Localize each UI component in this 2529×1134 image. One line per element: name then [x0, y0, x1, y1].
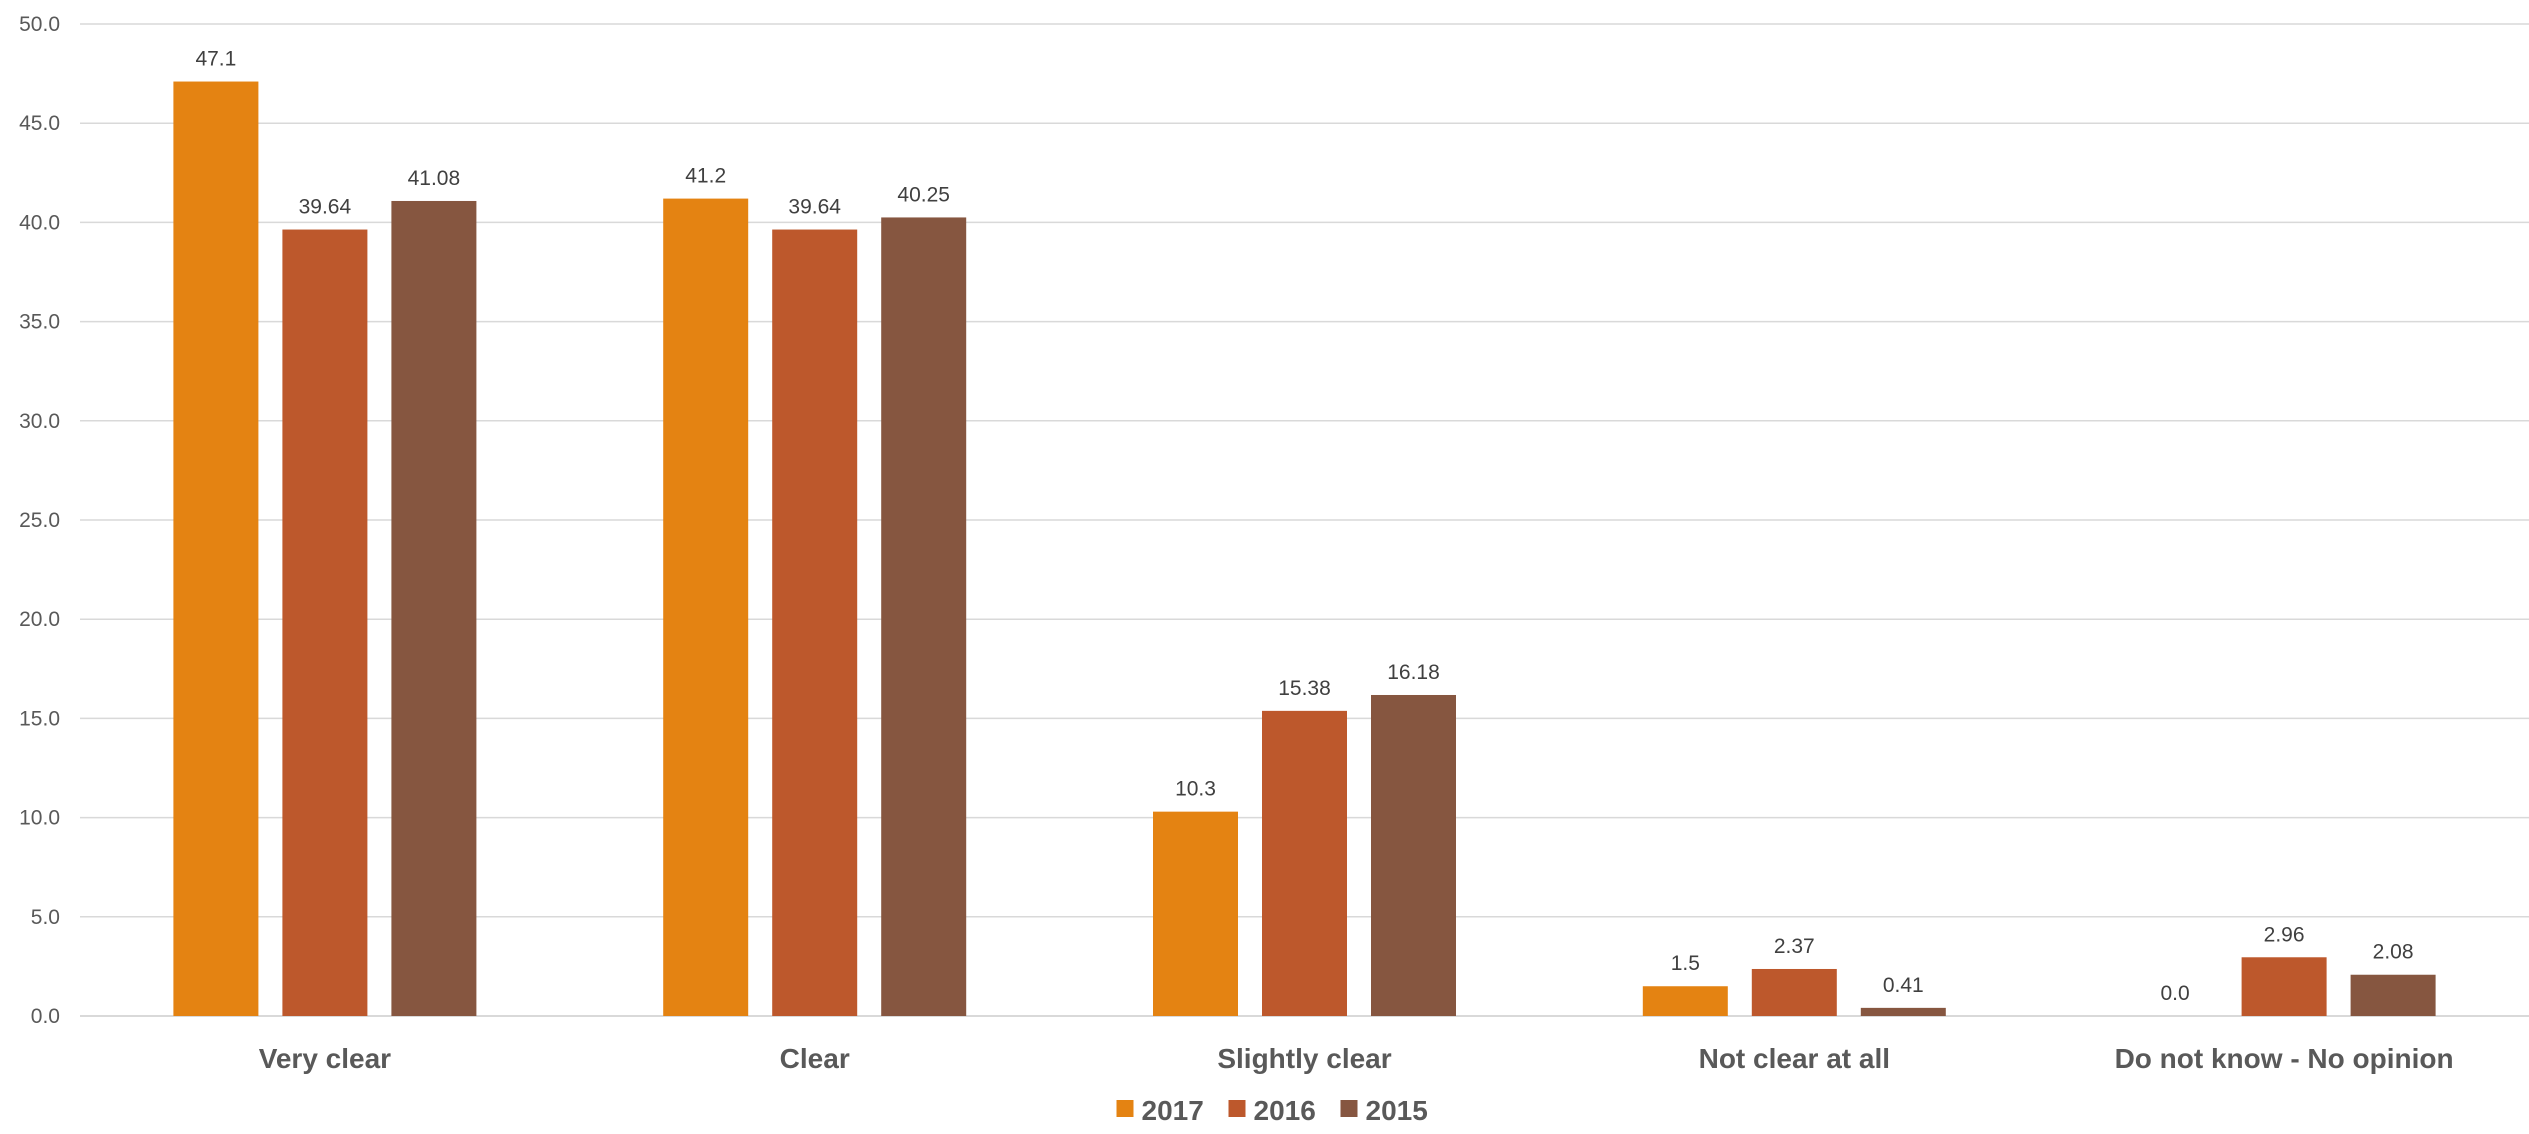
data-label: 41.2: [685, 165, 726, 188]
y-tick-label: 20.0: [19, 608, 60, 631]
bar-2015-clear: [881, 217, 967, 1016]
legend: 2017 2016 2015: [1116, 1095, 1428, 1126]
data-label: 2.08: [2373, 941, 2414, 964]
data-label: 40.25: [897, 183, 950, 206]
bar-2016-clear: [772, 229, 858, 1016]
bar-2015-slightly-clear: [1371, 694, 1456, 1016]
y-axis-tick-labels: 0.0 5.0 10.0 15.0 20.0 25.0 30.0 35.0 40.0 45.0 50…: [19, 13, 60, 1028]
data-label: 1.5: [1671, 952, 1700, 975]
bar-2017-not-clear-at-all: [1642, 986, 1728, 1016]
category-label: Not clear at all: [1699, 1043, 1890, 1074]
legend-swatch-2017: [1116, 1100, 1134, 1117]
bar-2017-slightly-clear: [1153, 811, 1238, 1016]
data-label: 16.18: [1387, 661, 1440, 684]
legend-label: 2015: [1366, 1095, 1428, 1126]
y-tick-label: 35.0: [19, 311, 60, 334]
legend-swatch-2016: [1228, 1100, 1246, 1117]
y-tick-label: 25.0: [19, 509, 60, 532]
y-tick-label: 5.0: [31, 906, 60, 929]
bar-2017-very-clear: [173, 81, 259, 1016]
bar-2015-do-not-know-no-opinion: [2350, 974, 2436, 1016]
category-label: Slightly clear: [1217, 1043, 1391, 1074]
data-label: 47.1: [195, 48, 236, 71]
legend-label: 2017: [1142, 1095, 1204, 1126]
bar-2016-very-clear: [282, 229, 368, 1016]
bar-2015-very-clear: [391, 200, 477, 1017]
data-label: 0.0: [2160, 982, 2189, 1005]
y-tick-label: 50.0: [19, 13, 60, 36]
data-label: 0.41: [1883, 974, 1924, 997]
data-labels: 47.1 39.64 41.08 41.2 39.64 40.25 10.3 15.38 16.…: [195, 48, 2413, 1005]
y-tick-label: 40.0: [19, 211, 60, 234]
bar-2016-do-not-know-no-opinion: [2241, 957, 2327, 1016]
data-label: 41.08: [408, 167, 461, 190]
data-label: 39.64: [299, 196, 352, 219]
data-label: 2.37: [1774, 935, 1815, 958]
data-label: 2.96: [2264, 923, 2305, 946]
category-label: Clear: [780, 1043, 850, 1074]
data-label: 15.38: [1278, 677, 1331, 700]
bars: [173, 81, 2436, 1017]
x-axis-category-labels: Very clear Clear Slightly clear Not clear a…: [259, 1043, 2454, 1074]
bar-2016-slightly-clear: [1262, 710, 1347, 1016]
y-tick-label: 30.0: [19, 410, 60, 433]
data-label: 10.3: [1175, 778, 1216, 801]
y-tick-label: 15.0: [19, 707, 60, 730]
bar-2015-not-clear-at-all: [1860, 1007, 1946, 1016]
bar-2016-not-clear-at-all: [1751, 968, 1837, 1016]
legend-swatch-2015: [1340, 1100, 1358, 1117]
category-label: Very clear: [259, 1043, 391, 1074]
gridlines: [80, 23, 2529, 1017]
y-tick-label: 10.0: [19, 807, 60, 830]
y-tick-label: 45.0: [19, 112, 60, 135]
y-tick-label: 0.0: [31, 1005, 60, 1028]
category-label: Do not know - No opinion: [2115, 1043, 2454, 1074]
data-label: 39.64: [788, 196, 841, 219]
legend-label: 2016: [1254, 1095, 1316, 1126]
bar-2017-clear: [663, 198, 749, 1017]
